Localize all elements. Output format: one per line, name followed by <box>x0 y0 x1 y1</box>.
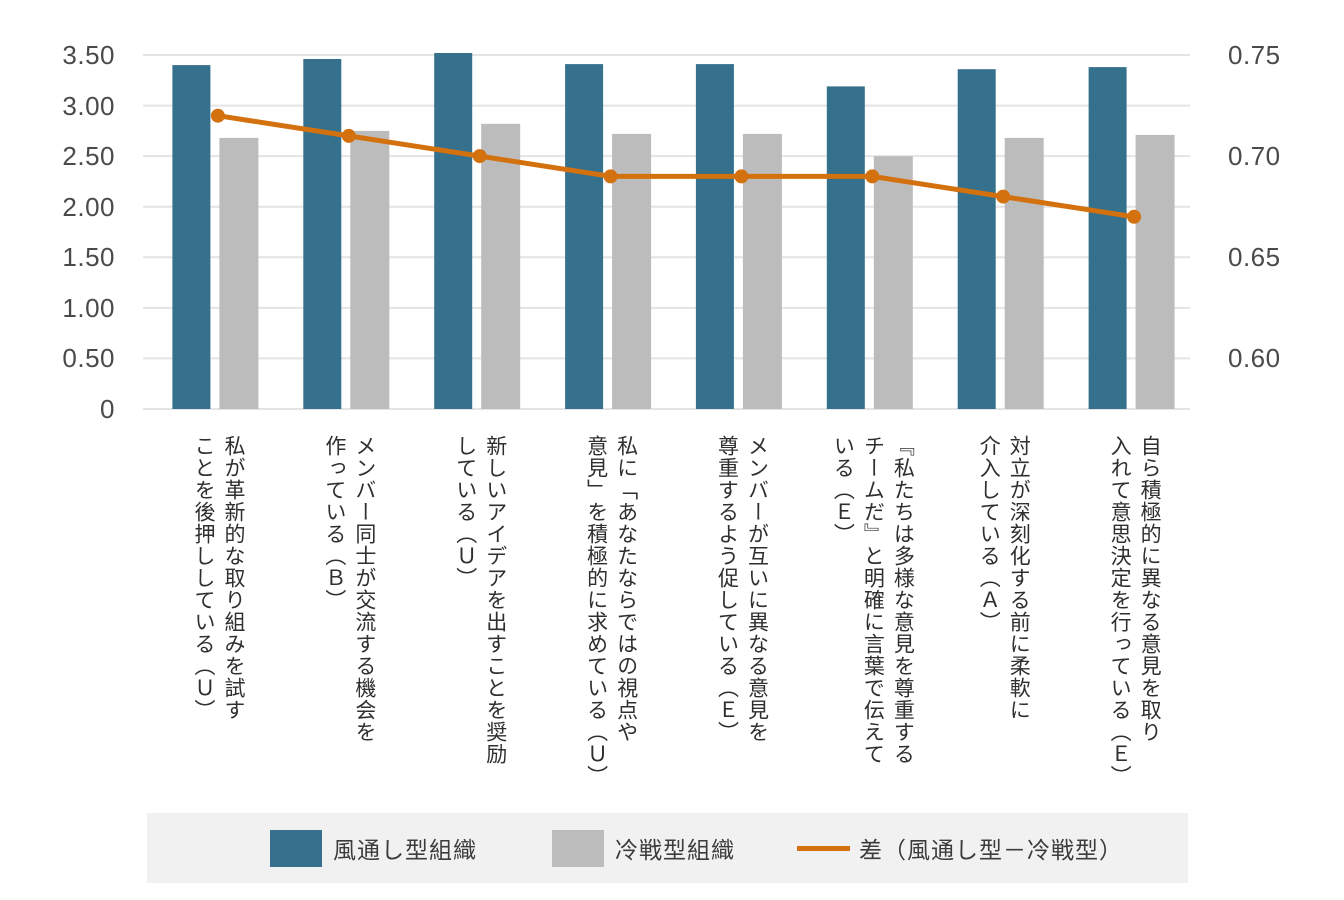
legend-swatch-open-org <box>270 829 322 867</box>
legend-item-open-org: 風通し型組織 <box>270 829 477 867</box>
left-axis-tick-2.50: 2.50 <box>62 141 115 172</box>
right-axis-tick-0.70: 0.70 <box>1228 141 1281 172</box>
right-axis-tick-0.65: 0.65 <box>1228 242 1281 273</box>
legend-item-coldwar-org: 冷戦型組織 <box>552 829 735 867</box>
right-axis-tick-0.75: 0.75 <box>1228 40 1281 70</box>
bar-open-org-7 <box>957 69 996 409</box>
bar-coldwar-org-1 <box>219 137 259 409</box>
bar-open-org-8 <box>1088 67 1127 409</box>
bar-coldwar-org-3 <box>481 123 521 410</box>
left-axis-tick-1.00: 1.00 <box>62 292 115 323</box>
x-category-label-5: メンバーが互いに異なる意見を 尊重するよう促している（Ｅ） <box>715 435 769 743</box>
legend-label-difference: 差（風通し型－冷戦型） <box>859 837 1123 863</box>
diff-point-7 <box>996 189 1011 204</box>
x-category-label-7: 対立が深刻化する前に柔軟に 介入している（Ａ） <box>977 435 1031 721</box>
diff-point-3 <box>472 149 487 164</box>
bar-coldwar-org-5 <box>742 133 782 409</box>
x-category-label-4: 私に「あなたならではの視点や 意見」を積極的に求めている（Ｕ） <box>584 435 638 787</box>
left-axis-tick-0.50: 0.50 <box>62 343 115 374</box>
x-category-label-2: メンバー同士が交流する機会を 作っている（Ｂ） <box>322 435 376 743</box>
x-category-label-6: 『私たちは多様な意見を尊重する チームだ』と明確に言葉で伝えて いる（Ｅ） <box>831 435 915 765</box>
x-category-label-1: 私が革新的な取り組みを試す ことを後押ししている（Ｕ） <box>191 435 245 721</box>
diff-point-4 <box>603 169 618 184</box>
bar-coldwar-org-2 <box>350 130 390 409</box>
bar-open-org-5 <box>695 64 734 409</box>
left-axis-tick-3.00: 3.00 <box>62 90 115 121</box>
diff-point-2 <box>341 128 356 143</box>
diff-line <box>217 113 1135 220</box>
bar-open-org-6 <box>826 86 865 410</box>
x-category-label-3: 新しいアイデアを出すことを奨励 している（Ｕ） <box>453 435 507 765</box>
bar-coldwar-org-8 <box>1135 134 1175 409</box>
diff-point-8 <box>1127 209 1142 224</box>
left-axis-tick-0: 0 <box>100 394 115 424</box>
legend-swatch-coldwar-org <box>552 829 604 867</box>
diff-point-5 <box>734 169 749 184</box>
left-axis-tick-2.00: 2.00 <box>62 191 115 222</box>
x-category-label-8: 自ら積極的に異なる意見を取り 入れて意思決定を行っている（Ｅ） <box>1108 435 1162 787</box>
legend-item-difference: 差（風通し型－冷戦型） <box>797 831 1123 865</box>
right-axis-tick-0.60: 0.60 <box>1228 343 1281 374</box>
legend-label-open-org: 風通し型組織 <box>333 837 477 863</box>
left-axis-tick-3.50: 3.50 <box>62 40 115 70</box>
legend-line-swatch-difference <box>797 845 850 851</box>
bar-open-org-4 <box>565 64 604 409</box>
bar-coldwar-org-7 <box>1004 137 1044 409</box>
diff-point-6 <box>865 169 880 184</box>
bar-coldwar-org-4 <box>612 133 652 409</box>
bar-open-org-2 <box>303 59 342 409</box>
bar-open-org-1 <box>172 65 211 409</box>
legend-label-coldwar-org: 冷戦型組織 <box>615 837 735 863</box>
bar-coldwar-org-6 <box>873 156 913 409</box>
left-axis-tick-1.50: 1.50 <box>62 242 115 273</box>
diff-point-1 <box>210 108 225 123</box>
legend: 風通し型組織 冷戦型組織 差（風通し型－冷戦型） <box>147 813 1188 883</box>
bar-open-org-3 <box>434 53 473 409</box>
